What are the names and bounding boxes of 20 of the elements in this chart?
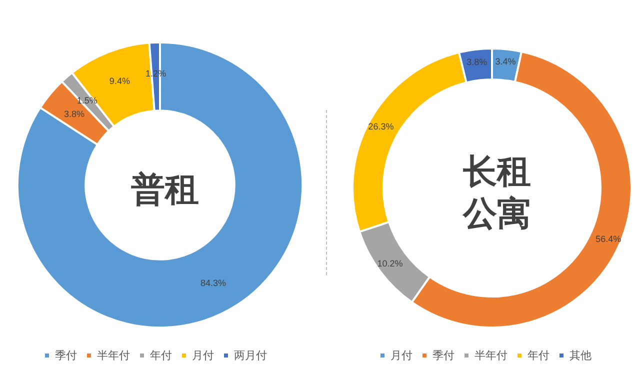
legend-label: 月付 bbox=[390, 349, 412, 362]
legend-label: 年付 bbox=[528, 349, 550, 362]
legend-label: 年付 bbox=[150, 349, 172, 362]
data-label: 56.4% bbox=[596, 234, 622, 244]
data-label: 10.2% bbox=[377, 258, 403, 269]
legend-label: 半年付 bbox=[97, 349, 130, 362]
text: 长租公寓 bbox=[462, 152, 531, 234]
legend-label: 半年付 bbox=[474, 349, 508, 362]
data-label: 3.4% bbox=[495, 56, 516, 67]
legend-label: 两月付 bbox=[234, 349, 267, 362]
data-label: 3.8% bbox=[64, 108, 84, 119]
text: 普租 bbox=[131, 170, 199, 210]
data-label: 3.8% bbox=[466, 56, 488, 67]
data-label: 26.3% bbox=[368, 121, 394, 132]
legend-label: 其他 bbox=[570, 349, 592, 362]
data-label: 84.3% bbox=[200, 278, 226, 288]
data-label: 9.4% bbox=[109, 76, 130, 86]
legend-label: 月付 bbox=[192, 349, 214, 362]
legend-label: 季付 bbox=[55, 349, 77, 362]
legend-label: 季付 bbox=[432, 349, 454, 362]
